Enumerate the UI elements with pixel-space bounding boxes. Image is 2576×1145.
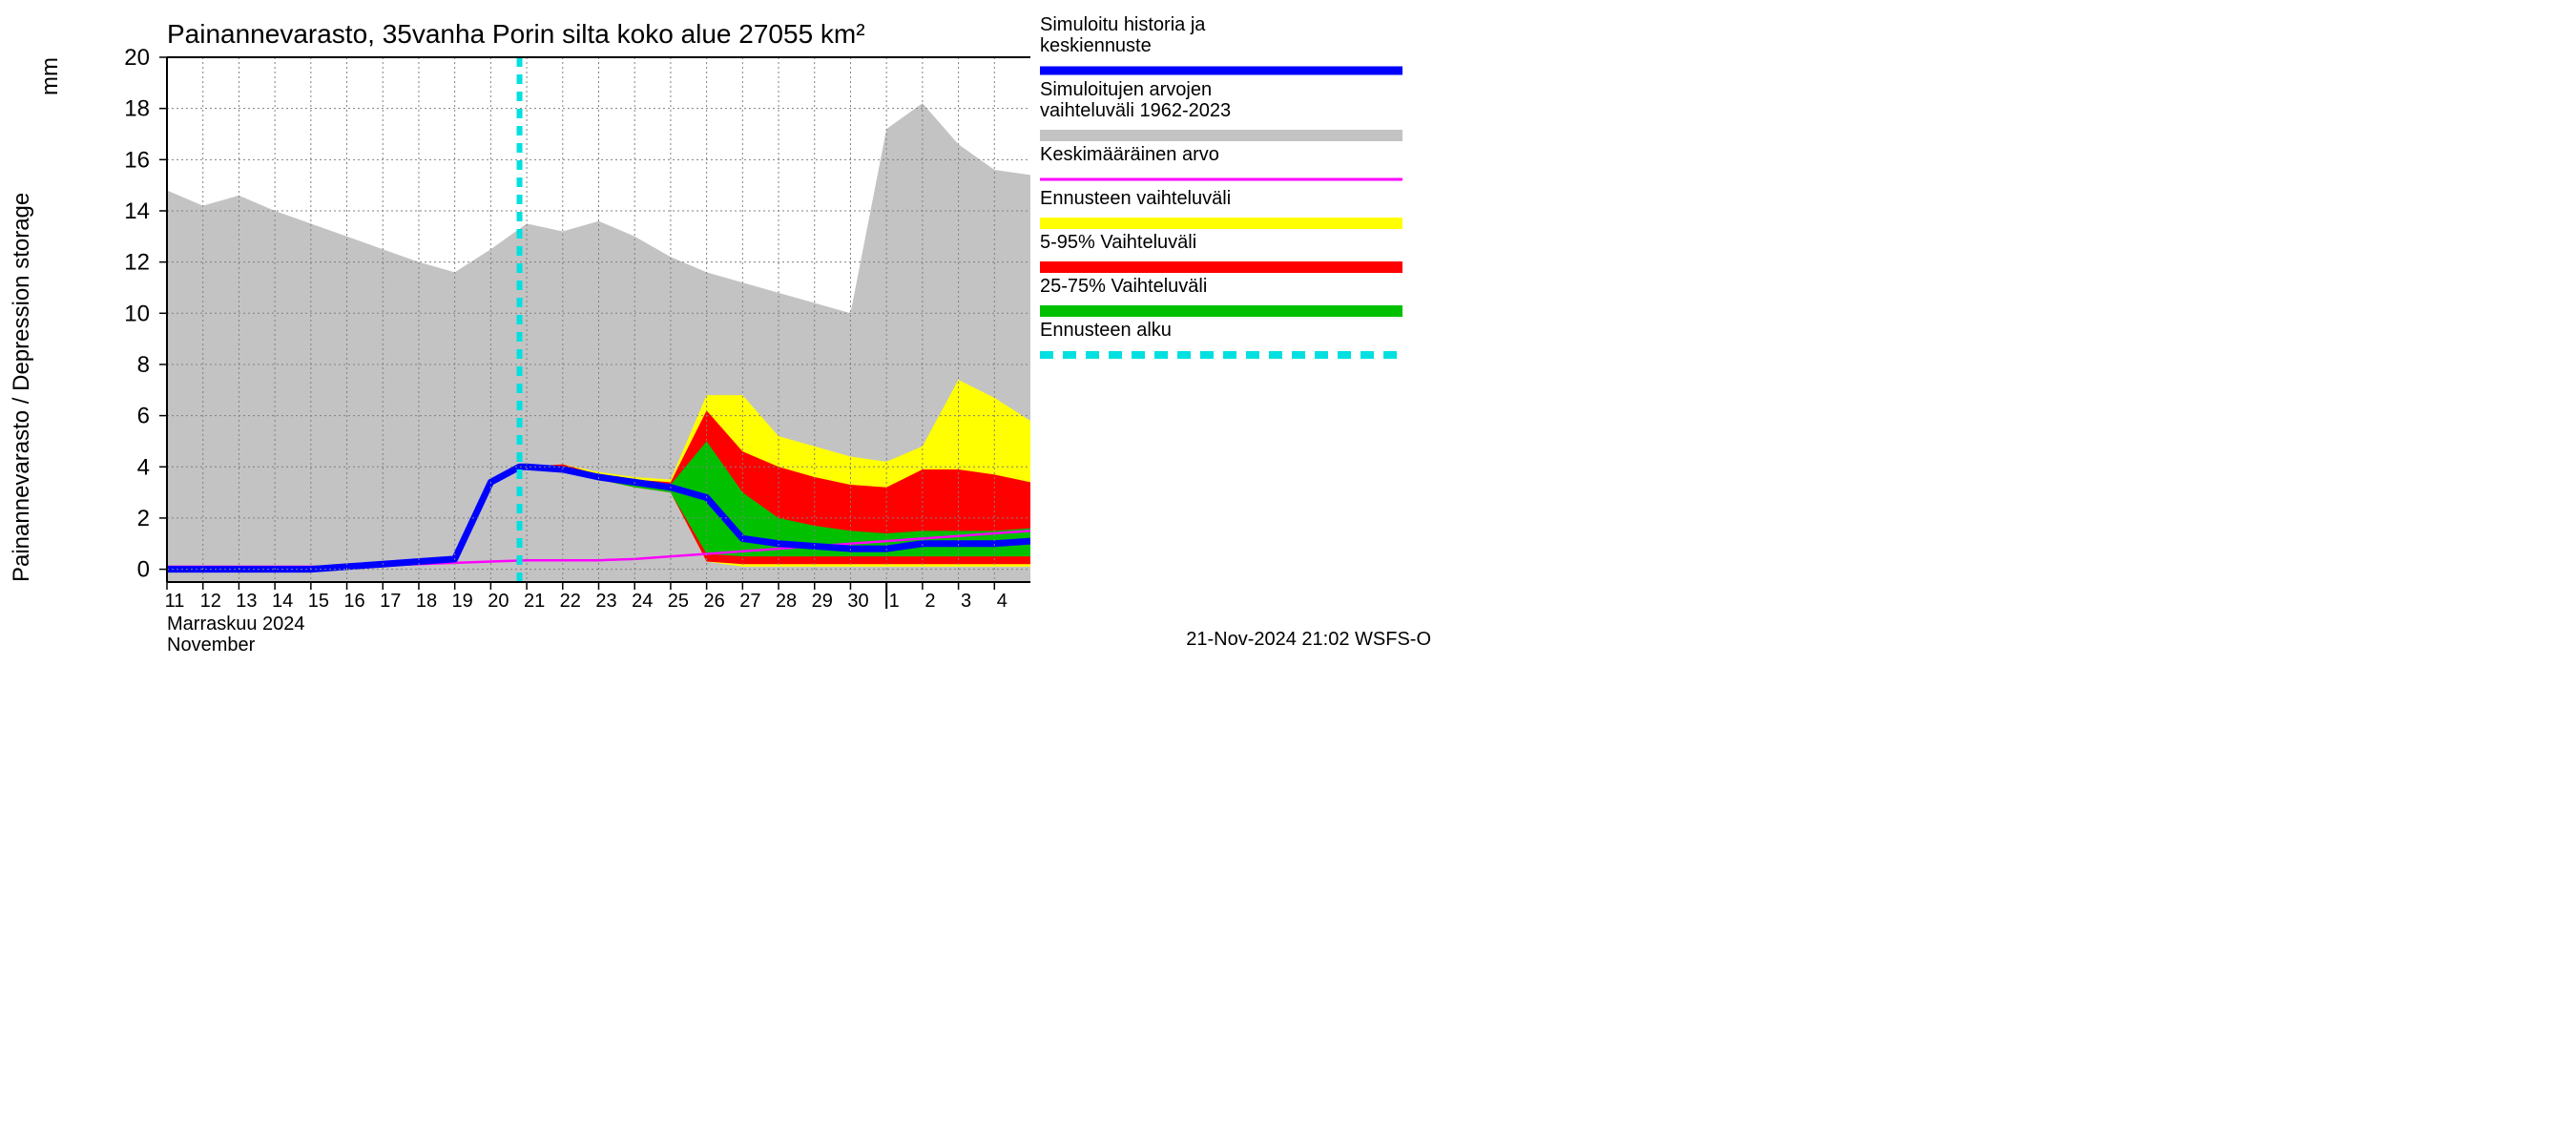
legend-swatch — [1040, 130, 1402, 141]
ytick-label: 10 — [124, 301, 150, 326]
xtick-label: 2 — [924, 591, 935, 612]
xtick-label: 24 — [632, 591, 653, 612]
ytick-label: 14 — [124, 198, 150, 224]
legend-swatch — [1040, 218, 1402, 229]
legend-label: Keskimääräinen arvo — [1040, 144, 1219, 165]
xtick-label: 12 — [200, 591, 221, 612]
chart-title: Painannevarasto, 35vanha Porin silta kok… — [167, 19, 865, 49]
xtick-label: 18 — [416, 591, 437, 612]
legend-label: Simuloitu historia ja — [1040, 14, 1206, 35]
xtick-label: 21 — [524, 591, 545, 612]
ytick-label: 18 — [124, 96, 150, 122]
xtick-label: 1 — [889, 591, 900, 612]
xtick-label: 14 — [272, 591, 293, 612]
y-axis-unit: mm — [37, 57, 63, 95]
ytick-label: 6 — [137, 404, 150, 429]
xtick-label: 11 — [165, 591, 185, 612]
xtick-label: 15 — [308, 591, 329, 612]
xtick-label: 25 — [668, 591, 689, 612]
xtick-label: 16 — [343, 591, 364, 612]
xtick-label: 20 — [488, 591, 509, 612]
xtick-label: 3 — [961, 591, 971, 612]
ytick-label: 20 — [124, 45, 150, 71]
chart-svg: Painannevarasto, 35vanha Porin silta kok… — [0, 0, 1450, 658]
ytick-label: 2 — [137, 506, 150, 531]
legend-label: vaihteluväli 1962-2023 — [1040, 100, 1231, 121]
xtick-label: 29 — [812, 591, 833, 612]
xtick-label: 26 — [704, 591, 725, 612]
ytick-label: 12 — [124, 250, 150, 276]
legend-label: keskiennuste — [1040, 35, 1152, 56]
y-axis-label: Painannevarasto / Depression storage — [9, 193, 34, 582]
xtick-label: 23 — [595, 591, 616, 612]
legend-label: 25-75% Vaihteluväli — [1040, 276, 1207, 297]
xtick-label: 22 — [560, 591, 581, 612]
month-label-fi: Marraskuu 2024 — [167, 614, 305, 635]
legend-label: Ennusteen vaihteluväli — [1040, 188, 1231, 209]
legend-label: Ennusteen alku — [1040, 320, 1172, 341]
ytick-label: 0 — [137, 557, 150, 583]
xtick-label: 19 — [452, 591, 473, 612]
xtick-label: 4 — [997, 591, 1008, 612]
ytick-label: 8 — [137, 352, 150, 378]
ytick-label: 4 — [137, 454, 150, 480]
month-label-en: November — [167, 635, 256, 656]
xtick-label: 17 — [380, 591, 401, 612]
chart-container: Painannevarasto, 35vanha Porin silta kok… — [0, 0, 1450, 658]
legend-swatch — [1040, 261, 1402, 273]
xtick-label: 28 — [776, 591, 797, 612]
ytick-label: 16 — [124, 147, 150, 173]
xtick-label: 27 — [739, 591, 760, 612]
legend-label: Simuloitujen arvojen — [1040, 79, 1212, 100]
xtick-label: 13 — [236, 591, 257, 612]
xtick-label: 30 — [847, 591, 868, 612]
legend-swatch — [1040, 305, 1402, 317]
footer-timestamp: 21-Nov-2024 21:02 WSFS-O — [1186, 629, 1431, 650]
legend-label: 5-95% Vaihteluväli — [1040, 232, 1196, 253]
